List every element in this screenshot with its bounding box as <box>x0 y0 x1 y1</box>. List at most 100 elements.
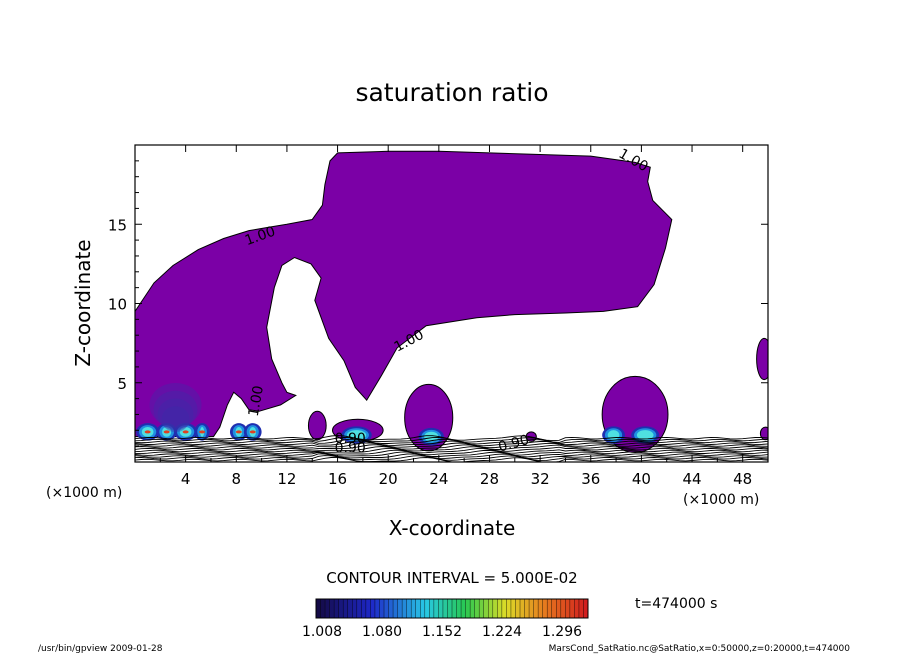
colorbar-cell <box>338 599 344 618</box>
colorbar-cell <box>442 599 448 618</box>
x-tick-label: 8 <box>232 470 242 488</box>
colorbar-cell <box>406 599 412 618</box>
colorbar-cell <box>420 599 426 618</box>
hot-spot-core <box>235 430 242 434</box>
colorbar-cell <box>506 599 512 618</box>
colorbar-cell <box>374 599 380 618</box>
contour-label: 0.90 <box>335 431 366 447</box>
contour-line <box>135 449 768 456</box>
colorbar-cell <box>529 599 534 618</box>
footer-left: /usr/bin/gpview 2009-01-28 <box>38 644 163 654</box>
saturated-region <box>135 150 768 453</box>
colorbar-cell <box>520 599 525 618</box>
colorbar-cell <box>510 599 516 618</box>
colorbar-cell <box>433 599 439 618</box>
x-unit-right: (×1000 m) <box>683 492 759 508</box>
contour-line <box>135 444 768 450</box>
contour-line <box>135 446 768 452</box>
shading <box>153 390 198 429</box>
contour-line <box>135 455 768 462</box>
y-axis-label: Z-coordinate <box>71 239 95 366</box>
colorbar-cell <box>515 599 521 618</box>
colorbar-cell <box>538 599 543 618</box>
x-tick-label: 44 <box>682 470 701 488</box>
colorbar-tick-label: 1.296 <box>542 624 582 640</box>
colorbar-cell <box>329 599 335 618</box>
x-unit-left: (×1000 m) <box>46 485 122 501</box>
hot-spot <box>424 431 439 442</box>
colorbar-cell <box>424 599 430 618</box>
colorbar-cell <box>497 599 503 618</box>
colorbar-tick-labels: 1.008 1.080 1.152 1.224 1.296 <box>302 624 582 640</box>
hot-spot-core <box>163 430 170 434</box>
colorbar-frame <box>315 598 589 619</box>
saturated-region-main <box>135 150 673 438</box>
contour-line <box>135 440 768 447</box>
colorbar-tick-label: 1.080 <box>362 624 402 640</box>
x-tick-label: 40 <box>632 470 651 488</box>
saturated-cell <box>307 410 327 441</box>
shading <box>157 398 194 431</box>
colorbar-cell <box>320 599 326 618</box>
colorbar-tick-label: 1.224 <box>482 624 522 640</box>
colorbar-cell <box>393 599 398 618</box>
contour-line <box>135 435 768 442</box>
x-axis-ticks: 4 8 12 16 20 24 28 32 36 40 44 48 <box>159 145 752 488</box>
colorbar <box>315 599 589 618</box>
colorbar-cell <box>365 599 371 618</box>
colorbar-cell <box>411 599 417 618</box>
hot-spot <box>607 430 620 440</box>
colorbar-cell <box>447 599 453 618</box>
colorbar-cell <box>565 599 571 618</box>
chart-title: saturation ratio <box>355 78 548 107</box>
colorbar-cell <box>343 599 349 618</box>
colorbar-cell <box>429 599 435 618</box>
y-axis-ticks: 5 10 15 <box>108 160 768 447</box>
saturated-cell <box>756 337 768 381</box>
colorbar-cell <box>492 599 498 618</box>
colorbar-cell <box>370 599 376 618</box>
contour-line <box>135 451 768 458</box>
colorbar-cell <box>438 599 444 618</box>
high-saturation-spots <box>136 382 660 446</box>
contour-lines <box>135 435 768 462</box>
colorbar-cell <box>569 599 575 618</box>
colorbar-cell <box>560 599 566 618</box>
colorbar-cell <box>415 599 421 618</box>
colorbar-cell <box>501 599 507 618</box>
colorbar-cell <box>524 599 530 618</box>
x-tick-label: 24 <box>429 470 448 488</box>
y-tick-label: 15 <box>108 216 127 234</box>
hot-spot <box>636 430 654 440</box>
colorbar-cell <box>347 599 353 618</box>
x-tick-label: 28 <box>480 470 499 488</box>
colorbar-cell <box>356 599 362 618</box>
x-tick-label: 16 <box>328 470 347 488</box>
colorbar-cell <box>379 599 385 618</box>
colorbar-cell <box>452 599 457 618</box>
contour-label: 0.90 <box>497 432 531 456</box>
colorbar-cell <box>402 599 407 618</box>
hot-spot-core <box>144 430 151 434</box>
colorbar-cell <box>547 599 553 618</box>
x-tick-label: 48 <box>733 470 752 488</box>
contour-interval-label: CONTOUR INTERVAL = 5.000E-02 <box>326 569 577 587</box>
x-tick-label: 12 <box>277 470 296 488</box>
hot-spot-core <box>182 430 189 434</box>
colorbar-cell <box>388 599 394 618</box>
colorbar-cell <box>556 599 562 618</box>
contour-line <box>135 442 768 449</box>
colorbar-cell <box>551 599 557 618</box>
colorbar-cell <box>384 599 389 618</box>
x-tick-label: 4 <box>181 470 191 488</box>
colorbar-tick-label: 1.008 <box>302 624 342 640</box>
colorbar-cell <box>334 599 339 618</box>
plot-area <box>135 150 768 462</box>
colorbar-cell <box>488 599 494 618</box>
x-tick-label: 36 <box>581 470 600 488</box>
colorbar-cell <box>456 599 462 618</box>
y-tick-label: 10 <box>108 296 127 314</box>
colorbar-cell <box>578 599 584 618</box>
colorbar-cell <box>352 599 358 618</box>
